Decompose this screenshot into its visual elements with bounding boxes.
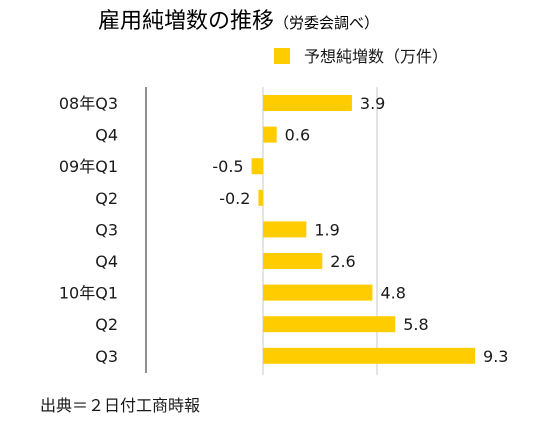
category-label: Q3 xyxy=(95,347,118,366)
bar xyxy=(258,189,263,206)
bar xyxy=(263,316,396,333)
category-label: Q4 xyxy=(95,252,118,271)
bar xyxy=(263,347,476,364)
value-label: 2.6 xyxy=(330,252,355,271)
legend-swatch xyxy=(274,48,290,64)
value-labels: 3.9 0.6 -0.5 -0.2 1.9 2.6 4.8 5.8 9.3 xyxy=(212,94,508,366)
legend: 予想純増数（万件） xyxy=(274,47,448,66)
chart-title-main: 雇用純増数の推移 xyxy=(98,9,274,34)
bar xyxy=(263,253,323,269)
chart-subtitle: （労委会調べ） xyxy=(274,14,379,32)
category-label: Q3 xyxy=(95,220,118,239)
category-labels: 08年Q3 Q4 09年Q1 Q2 Q3 Q4 10年Q1 Q2 Q3 xyxy=(59,94,118,366)
bar xyxy=(263,126,277,143)
bar xyxy=(263,221,307,238)
bar xyxy=(251,158,263,175)
category-label: Q2 xyxy=(95,315,118,334)
value-label: 5.8 xyxy=(403,315,428,334)
value-label: -0.5 xyxy=(212,157,243,176)
source-note: 出典＝２日付工商時報 xyxy=(40,396,200,415)
chart-title: 雇用純増数の推移（労委会調べ） xyxy=(98,9,379,34)
category-label: Q4 xyxy=(95,126,118,145)
value-label: 9.3 xyxy=(483,347,508,366)
value-label: 0.6 xyxy=(285,126,310,145)
value-label: 1.9 xyxy=(314,220,339,239)
value-label: -0.2 xyxy=(219,189,250,208)
category-label: 09年Q1 xyxy=(59,157,118,176)
bar xyxy=(263,95,352,111)
legend-label: 予想純増数（万件） xyxy=(304,47,448,66)
category-label: 10年Q1 xyxy=(59,284,118,303)
bars xyxy=(251,95,476,364)
value-label: 4.8 xyxy=(380,284,405,303)
category-label: 08年Q3 xyxy=(59,94,118,113)
value-label: 3.9 xyxy=(360,94,385,113)
bar xyxy=(263,284,373,301)
category-label: Q2 xyxy=(95,189,118,208)
